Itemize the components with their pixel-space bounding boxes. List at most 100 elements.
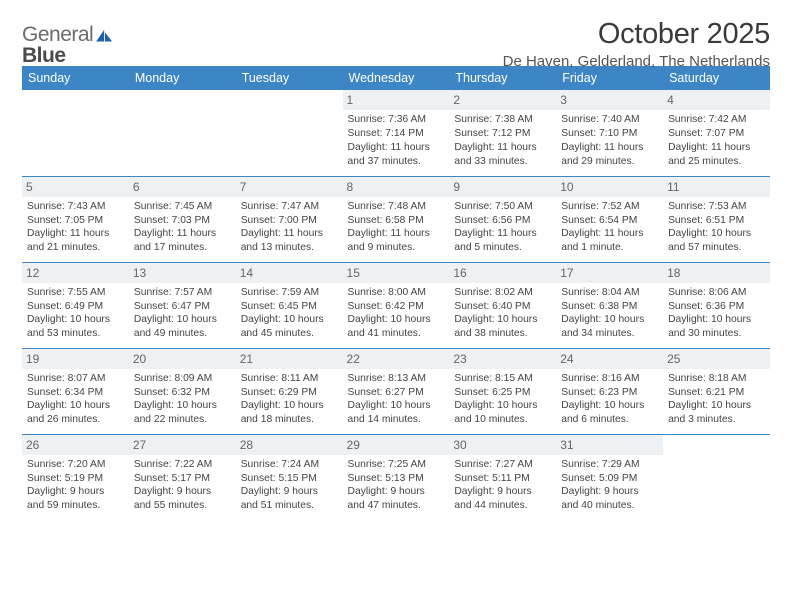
sunset-text: Sunset: 6:45 PM — [241, 300, 338, 314]
day-cell: 15Sunrise: 8:00 AMSunset: 6:42 PMDayligh… — [343, 262, 450, 348]
day-cell: 17 Sunrise: 8:04 AMSunset: 6:38 PMDayligh… — [556, 262, 663, 348]
sunrise-text: Sunrise: 7:43 AM — [27, 200, 124, 214]
sunset-text: Sunset: 6:40 PM — [454, 300, 551, 314]
sunset-text: Sunset: 6:49 PM — [27, 300, 124, 314]
day-number: 16 — [449, 263, 556, 283]
daylight-text: Daylight: 11 hours and 13 minutes. — [241, 227, 338, 255]
sunset-text: Sunset: 6:21 PM — [668, 386, 765, 400]
sunrise-text: Sunrise: 8:09 AM — [134, 372, 231, 386]
logo-text-2: Blue — [22, 44, 66, 67]
daylight-text: Daylight: 10 hours and 53 minutes. — [27, 313, 124, 341]
title-block: October 2025 De Haven, Gelderland, The N… — [503, 18, 770, 70]
day-number: 12 — [22, 263, 129, 283]
daylight-text: Daylight: 10 hours and 57 minutes. — [668, 227, 765, 255]
day-number: 9 — [449, 177, 556, 197]
sunset-text: Sunset: 6:38 PM — [561, 300, 658, 314]
day-cell: 4Sunrise: 7:42 AMSunset: 7:07 PMDaylight… — [663, 90, 770, 176]
day-cell: 5Sunrise: 7:43 AMSunset: 7:05 PMDaylight… — [22, 176, 129, 262]
sunset-text: Sunset: 6:58 PM — [348, 214, 445, 228]
daylight-text: Daylight: 10 hours and 34 minutes. — [561, 313, 658, 341]
daylight-text: Daylight: 9 hours and 59 minutes. — [27, 485, 124, 513]
daylight-text: Daylight: 9 hours and 55 minutes. — [134, 485, 231, 513]
sunset-text: Sunset: 7:00 PM — [241, 214, 338, 228]
daylight-text: Daylight: 11 hours and 9 minutes. — [348, 227, 445, 255]
day-number: 7 — [236, 177, 343, 197]
day-header: Wednesday — [343, 66, 450, 90]
daylight-text: Daylight: 11 hours and 1 minute. — [561, 227, 658, 255]
day-cell: 13Sunrise: 7:57 AMSunset: 6:47 PMDayligh… — [129, 262, 236, 348]
daylight-text: Daylight: 11 hours and 5 minutes. — [454, 227, 551, 255]
calendar-table: Sunday Monday Tuesday Wednesday Thursday… — [22, 66, 770, 520]
sunset-text: Sunset: 6:42 PM — [348, 300, 445, 314]
sunrise-text: Sunrise: 8:04 AM — [561, 286, 658, 300]
day-number — [663, 435, 770, 455]
sunset-text: Sunset: 7:05 PM — [27, 214, 124, 228]
week-row: 5Sunrise: 7:43 AMSunset: 7:05 PMDaylight… — [22, 176, 770, 262]
daylight-text: Daylight: 10 hours and 30 minutes. — [668, 313, 765, 341]
week-row: 26Sunrise: 7:20 AMSunset: 5:19 PMDayligh… — [22, 434, 770, 520]
sunrise-text: Sunrise: 7:42 AM — [668, 113, 765, 127]
day-number: 29 — [343, 435, 450, 455]
day-header: Sunday — [22, 66, 129, 90]
sunrise-text: Sunrise: 7:29 AM — [561, 458, 658, 472]
sunrise-text: Sunrise: 7:20 AM — [27, 458, 124, 472]
day-number: 19 — [22, 349, 129, 369]
day-number: 17 — [556, 263, 663, 283]
sunset-text: Sunset: 5:15 PM — [241, 472, 338, 486]
logo-text-1: General — [22, 23, 93, 46]
day-number: 3 — [556, 90, 663, 110]
day-number: 21 — [236, 349, 343, 369]
day-number: 15 — [343, 263, 450, 283]
day-cell: 12Sunrise: 7:55 AMSunset: 6:49 PMDayligh… — [22, 262, 129, 348]
daylight-text: Daylight: 9 hours and 44 minutes. — [454, 485, 551, 513]
sunset-text: Sunset: 5:11 PM — [454, 472, 551, 486]
daylight-text: Daylight: 10 hours and 26 minutes. — [27, 399, 124, 427]
day-cell: 20Sunrise: 8:09 AMSunset: 6:32 PMDayligh… — [129, 348, 236, 434]
sunset-text: Sunset: 6:34 PM — [27, 386, 124, 400]
sunrise-text: Sunrise: 7:24 AM — [241, 458, 338, 472]
sunset-text: Sunset: 5:19 PM — [27, 472, 124, 486]
sunset-text: Sunset: 6:54 PM — [561, 214, 658, 228]
sunset-text: Sunset: 5:17 PM — [134, 472, 231, 486]
daylight-text: Daylight: 9 hours and 40 minutes. — [561, 485, 658, 513]
sunset-text: Sunset: 6:32 PM — [134, 386, 231, 400]
sunset-text: Sunset: 6:25 PM — [454, 386, 551, 400]
day-number: 30 — [449, 435, 556, 455]
sunrise-text: Sunrise: 8:02 AM — [454, 286, 551, 300]
sunrise-text: Sunrise: 7:52 AM — [561, 200, 658, 214]
week-row: 1Sunrise: 7:36 AMSunset: 7:14 PMDaylight… — [22, 90, 770, 176]
day-number: 10 — [556, 177, 663, 197]
daylight-text: Daylight: 11 hours and 37 minutes. — [348, 141, 445, 169]
day-cell: 3Sunrise: 7:40 AMSunset: 7:10 PMDaylight… — [556, 90, 663, 176]
day-cell: 28Sunrise: 7:24 AMSunset: 5:15 PMDayligh… — [236, 434, 343, 520]
daylight-text: Daylight: 10 hours and 14 minutes. — [348, 399, 445, 427]
day-cell: 16Sunrise: 8:02 AMSunset: 6:40 PMDayligh… — [449, 262, 556, 348]
day-cell — [663, 434, 770, 520]
week-row: 12Sunrise: 7:55 AMSunset: 6:49 PMDayligh… — [22, 262, 770, 348]
sunrise-text: Sunrise: 7:22 AM — [134, 458, 231, 472]
daylight-text: Daylight: 10 hours and 22 minutes. — [134, 399, 231, 427]
calendar-body: 1Sunrise: 7:36 AMSunset: 7:14 PMDaylight… — [22, 90, 770, 520]
daylight-text: Daylight: 10 hours and 45 minutes. — [241, 313, 338, 341]
location-text: De Haven, Gelderland, The Netherlands — [503, 53, 770, 70]
logo-sail-icon — [95, 29, 115, 45]
sunrise-text: Sunrise: 7:59 AM — [241, 286, 338, 300]
daylight-text: Daylight: 11 hours and 25 minutes. — [668, 141, 765, 169]
sunrise-text: Sunrise: 8:18 AM — [668, 372, 765, 386]
day-cell: 23Sunrise: 8:15 AMSunset: 6:25 PMDayligh… — [449, 348, 556, 434]
sunrise-text: Sunrise: 8:06 AM — [668, 286, 765, 300]
day-header: Tuesday — [236, 66, 343, 90]
day-number — [22, 90, 129, 110]
daylight-text: Daylight: 9 hours and 51 minutes. — [241, 485, 338, 513]
sunrise-text: Sunrise: 7:57 AM — [134, 286, 231, 300]
day-number: 23 — [449, 349, 556, 369]
sunset-text: Sunset: 5:13 PM — [348, 472, 445, 486]
sunrise-text: Sunrise: 7:45 AM — [134, 200, 231, 214]
day-number: 24 — [556, 349, 663, 369]
sunrise-text: Sunrise: 8:13 AM — [348, 372, 445, 386]
day-cell: 18Sunrise: 8:06 AMSunset: 6:36 PMDayligh… — [663, 262, 770, 348]
day-number: 22 — [343, 349, 450, 369]
sunrise-text: Sunrise: 7:50 AM — [454, 200, 551, 214]
sunset-text: Sunset: 6:36 PM — [668, 300, 765, 314]
sunrise-text: Sunrise: 7:27 AM — [454, 458, 551, 472]
